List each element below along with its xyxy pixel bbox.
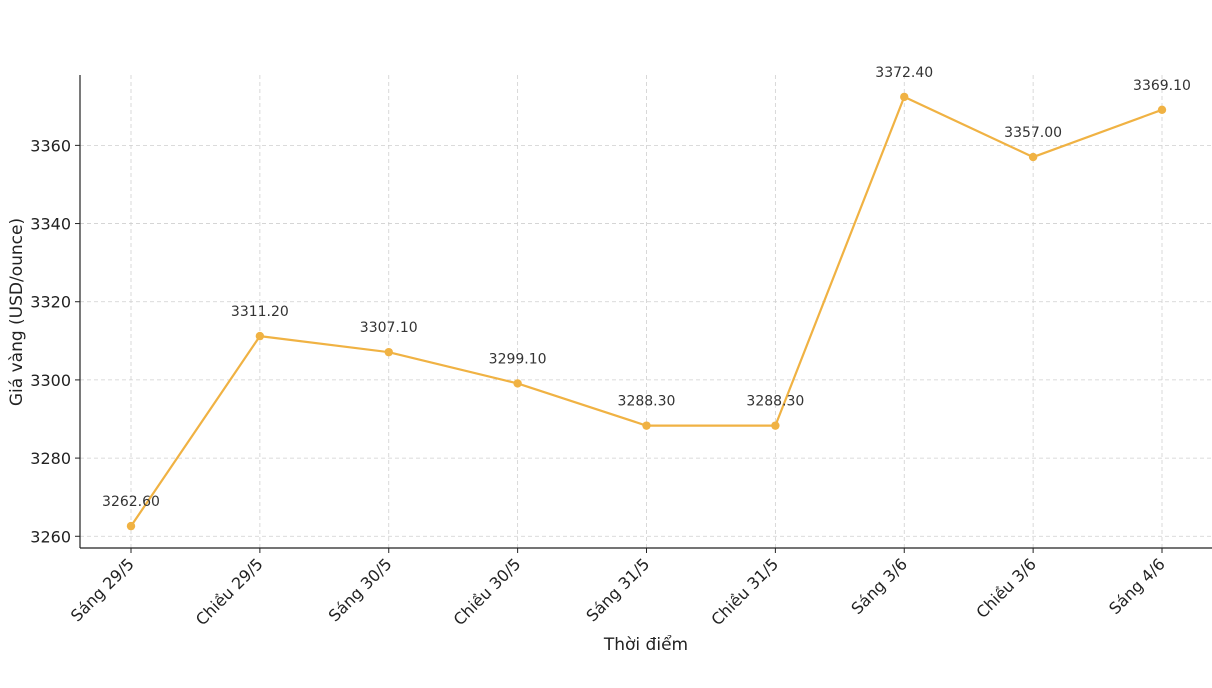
data-point <box>900 92 909 102</box>
data-points <box>126 92 1167 531</box>
data-point <box>513 379 522 388</box>
y-tick-label: 3280 <box>30 449 71 468</box>
x-tick-label: Sáng 29/5 <box>67 554 138 625</box>
grid <box>80 75 1212 548</box>
y-tick-label: 3260 <box>30 527 71 546</box>
data-label: 3288.30 <box>618 394 676 410</box>
y-tick-label: 3340 <box>30 215 71 234</box>
data-point <box>642 421 651 430</box>
y-axis-ticks: 3260 3280 3300 3320 3340 3360 <box>30 136 80 546</box>
x-tick-label: Chiều 3/6 <box>972 554 1040 622</box>
data-label: 3299.10 <box>489 351 547 367</box>
data-label: 3311.20 <box>231 304 289 320</box>
data-label: 3307.10 <box>360 320 418 336</box>
data-label: 3262.60 <box>102 494 160 510</box>
x-tick-label: Chiều 31/5 <box>707 554 782 629</box>
data-point <box>771 421 780 430</box>
x-tick-label: Sáng 4/6 <box>1105 554 1169 618</box>
data-label: 3372.40 <box>875 65 933 81</box>
x-tick-label: Chiều 29/5 <box>192 554 267 629</box>
data-label: 3369.10 <box>1133 78 1191 94</box>
x-tick-label: Sáng 3/6 <box>847 554 911 618</box>
data-point <box>1028 152 1038 162</box>
data-labels: 3262.60 3311.20 3307.10 3299.10 3288.30 3288.… <box>102 65 1191 510</box>
data-point <box>384 347 393 357</box>
y-axis-title: Giá vàng (USD/ounce) <box>7 218 27 406</box>
x-tick-label: Sáng 31/5 <box>582 554 653 625</box>
y-tick-label: 3360 <box>30 136 71 155</box>
data-point <box>255 331 265 341</box>
data-label: 3357.00 <box>1004 125 1062 141</box>
y-tick-label: 3320 <box>30 293 71 312</box>
x-tick-label: Chiều 30/5 <box>450 554 525 629</box>
x-axis-title: Thời điểm <box>603 634 688 655</box>
data-point <box>126 521 136 531</box>
x-tick-label: Sáng 30/5 <box>325 554 396 625</box>
data-point <box>1157 105 1167 114</box>
data-label: 3288.30 <box>746 394 804 410</box>
x-axis-ticks: Sáng 29/5 Chiều 29/5 Sáng 30/5 Chiều 30/5 Sá… <box>67 548 1169 629</box>
y-tick-label: 3300 <box>30 371 71 390</box>
